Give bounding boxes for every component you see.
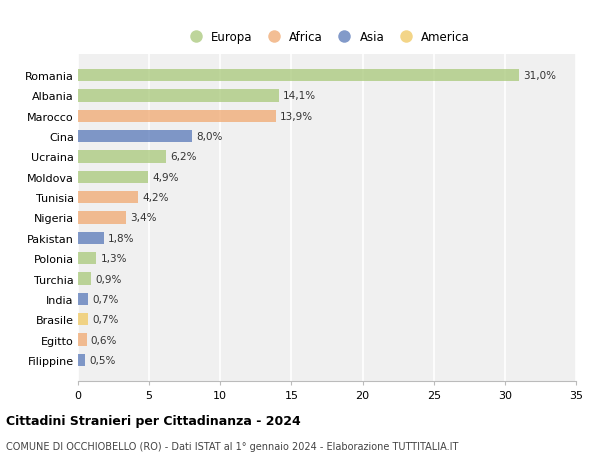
Bar: [78, 90, 278, 102]
Bar: [78, 192, 138, 204]
Bar: [78, 252, 97, 265]
Bar: [78, 151, 166, 163]
Text: COMUNE DI OCCHIOBELLO (RO) - Dati ISTAT al 1° gennaio 2024 - Elaborazione TUTTIT: COMUNE DI OCCHIOBELLO (RO) - Dati ISTAT …: [6, 441, 458, 451]
Legend: Europa, Africa, Asia, America: Europa, Africa, Asia, America: [182, 28, 472, 46]
Text: 0,9%: 0,9%: [95, 274, 121, 284]
Text: 6,2%: 6,2%: [170, 152, 197, 162]
Bar: [78, 293, 88, 305]
Text: 1,8%: 1,8%: [108, 233, 134, 243]
Text: Cittadini Stranieri per Cittadinanza - 2024: Cittadini Stranieri per Cittadinanza - 2…: [6, 414, 301, 428]
Text: 3,4%: 3,4%: [131, 213, 157, 223]
Text: 4,9%: 4,9%: [152, 173, 178, 182]
Text: 8,0%: 8,0%: [196, 132, 223, 142]
Text: 0,7%: 0,7%: [92, 294, 119, 304]
Bar: [78, 70, 519, 82]
Text: 31,0%: 31,0%: [523, 71, 556, 81]
Text: 14,1%: 14,1%: [283, 91, 316, 101]
Text: 1,3%: 1,3%: [101, 254, 127, 263]
Text: 0,6%: 0,6%: [91, 335, 117, 345]
Text: 13,9%: 13,9%: [280, 112, 313, 122]
Text: 4,2%: 4,2%: [142, 193, 169, 203]
Bar: [78, 354, 85, 366]
Bar: [78, 111, 276, 123]
Text: 0,7%: 0,7%: [92, 314, 119, 325]
Bar: [78, 212, 127, 224]
Bar: [78, 171, 148, 184]
Text: 0,5%: 0,5%: [89, 355, 116, 365]
Bar: [78, 313, 88, 325]
Bar: [78, 232, 104, 244]
Bar: [78, 334, 86, 346]
Bar: [78, 131, 192, 143]
Bar: [78, 273, 91, 285]
